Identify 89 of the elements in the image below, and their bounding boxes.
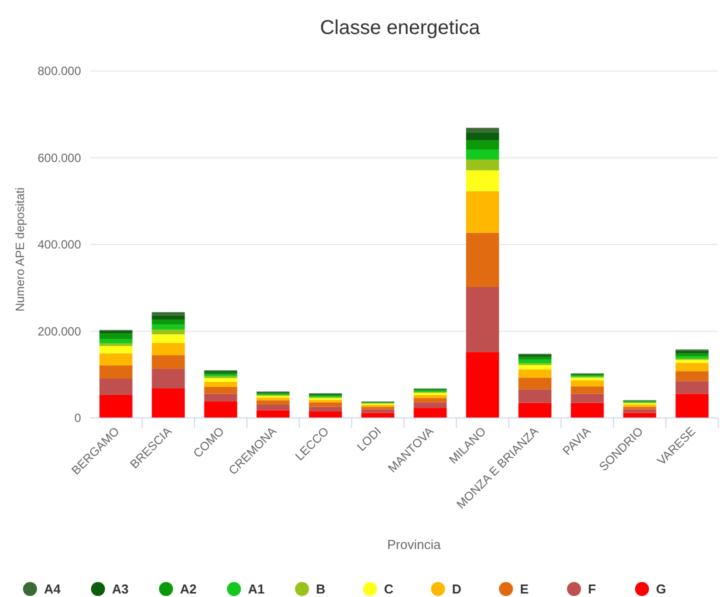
bar xyxy=(152,312,185,316)
bar xyxy=(466,140,500,150)
bar xyxy=(466,159,500,170)
bar xyxy=(99,366,132,379)
bar xyxy=(204,386,238,394)
bar xyxy=(676,394,709,418)
bar xyxy=(308,400,342,402)
bar xyxy=(676,362,709,372)
bar xyxy=(204,382,238,387)
bar xyxy=(152,342,185,356)
bar xyxy=(676,371,709,382)
legend-label: F xyxy=(588,582,596,597)
bar xyxy=(518,359,552,364)
bar xyxy=(623,406,656,410)
bar xyxy=(518,402,552,418)
bar xyxy=(204,378,238,382)
bar xyxy=(414,408,447,418)
bar xyxy=(152,355,185,369)
bar xyxy=(518,389,552,403)
bar xyxy=(414,392,447,396)
bar xyxy=(414,398,447,402)
bar xyxy=(256,410,290,418)
bar xyxy=(570,402,604,418)
legend-label: E xyxy=(520,582,529,597)
bar xyxy=(676,350,709,354)
bar xyxy=(204,394,238,402)
bar xyxy=(99,330,132,334)
bar xyxy=(256,404,290,410)
bar xyxy=(99,343,132,346)
bar xyxy=(414,402,447,408)
bar xyxy=(570,386,604,394)
y-tick-label: 600.000 xyxy=(38,150,82,165)
bar xyxy=(518,378,552,390)
bar xyxy=(152,320,185,325)
bar xyxy=(152,315,185,320)
bar xyxy=(152,330,185,334)
bar xyxy=(204,402,238,418)
bar xyxy=(466,191,500,233)
bar xyxy=(570,380,604,386)
bar xyxy=(361,409,394,413)
bar xyxy=(99,333,132,340)
bar xyxy=(308,406,342,412)
bar xyxy=(99,346,132,354)
bar xyxy=(466,132,500,140)
bar xyxy=(466,352,500,418)
bar xyxy=(152,324,185,330)
bar xyxy=(99,395,132,418)
bar xyxy=(152,388,185,418)
bar xyxy=(466,128,500,132)
bar xyxy=(518,365,552,370)
bar xyxy=(308,411,342,418)
bar xyxy=(570,394,604,403)
bar xyxy=(414,395,447,398)
y-tick-label: 800.000 xyxy=(38,64,82,78)
bar xyxy=(99,353,132,366)
y-axis-title: Numero APE depositati xyxy=(13,187,27,312)
legend-label: G xyxy=(656,582,666,597)
legend-label: A2 xyxy=(180,582,197,597)
bar xyxy=(466,170,500,192)
bar xyxy=(466,150,500,160)
bar xyxy=(152,334,185,343)
legend-label: D xyxy=(452,582,462,597)
bar xyxy=(466,232,500,288)
legend-label: A1 xyxy=(248,582,265,597)
bar xyxy=(623,409,656,413)
chart-title: Classe energetica xyxy=(320,17,481,39)
bar xyxy=(361,406,394,410)
bar xyxy=(99,378,132,396)
legend-label: B xyxy=(316,582,326,597)
bar xyxy=(518,369,552,378)
bar xyxy=(518,356,552,360)
y-tick-label: 200.000 xyxy=(38,324,82,338)
bar xyxy=(466,287,500,352)
legend-label: A4 xyxy=(44,582,62,597)
bar xyxy=(256,398,290,400)
bar xyxy=(99,339,132,344)
legend-label: A3 xyxy=(112,582,129,597)
bar xyxy=(676,356,709,359)
bar xyxy=(676,360,709,363)
bar xyxy=(676,353,709,356)
bar xyxy=(570,378,604,380)
x-axis-title: Provincia xyxy=(387,537,442,552)
bar xyxy=(676,381,709,394)
bar xyxy=(308,402,342,407)
legend-label: C xyxy=(384,582,394,597)
bar xyxy=(256,400,290,405)
y-tick-label: 400.000 xyxy=(38,238,82,252)
y-tick-label: 0 xyxy=(74,411,82,426)
bar xyxy=(152,368,185,389)
